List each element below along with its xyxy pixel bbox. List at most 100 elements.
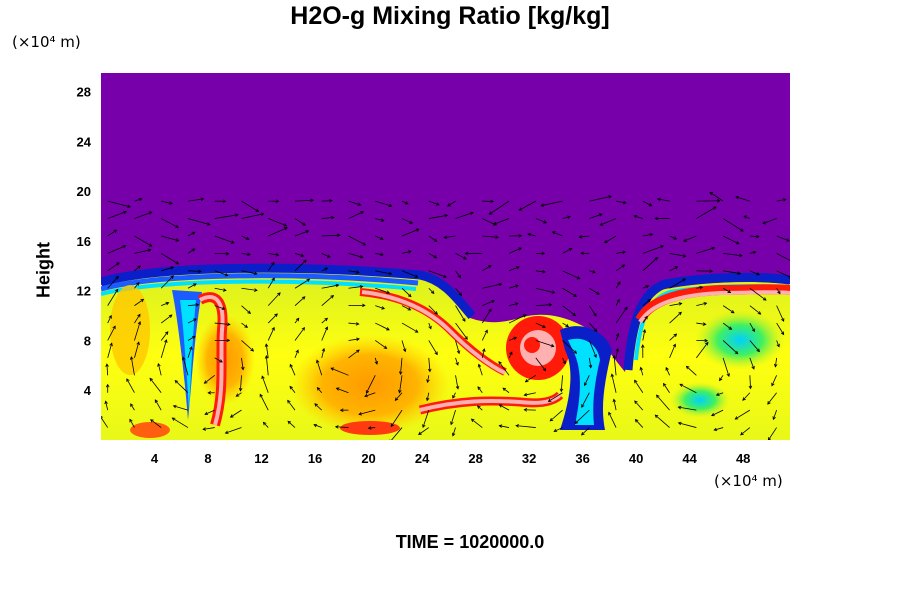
wind-arrow-head	[476, 405, 481, 409]
wind-arrow-head	[171, 417, 176, 421]
wind-arrow	[107, 315, 112, 324]
wind-arrow	[749, 270, 760, 276]
wind-arrow	[375, 305, 385, 310]
wind-arrow	[722, 218, 744, 232]
wind-arrow-head	[127, 204, 131, 208]
wind-arrow-head	[191, 248, 196, 252]
wind-arrow-head	[633, 214, 638, 219]
wind-arrow-head	[648, 203, 653, 207]
wind-arrow	[422, 410, 430, 428]
wind-arrow	[447, 200, 456, 207]
wind-arrow	[608, 412, 617, 428]
wind-arrow-head	[767, 437, 772, 440]
wind-arrow-head	[727, 289, 732, 293]
wind-arrow-head	[275, 199, 280, 203]
wind-arrow-head	[277, 292, 281, 296]
wind-arrow	[157, 363, 162, 376]
wind-arrow	[696, 286, 703, 289]
wind-arrow	[241, 252, 251, 256]
wind-arrow	[294, 253, 304, 257]
wind-arrow-head	[189, 346, 193, 350]
wind-arrow-head	[665, 366, 669, 371]
wind-arrow-head	[477, 386, 481, 390]
wind-arrow-head	[360, 211, 365, 215]
wind-arrow-head	[295, 349, 299, 354]
wind-arrow	[615, 348, 619, 358]
wind-arrow-head	[409, 220, 414, 224]
wind-arrow	[364, 392, 376, 397]
wind-arrow-head	[358, 412, 363, 416]
wind-arrow-head	[737, 271, 742, 275]
wind-arrow	[776, 253, 790, 261]
wind-arrow-head	[711, 412, 715, 417]
wind-arrow-head	[241, 366, 245, 371]
wind-arrow	[399, 375, 403, 393]
wind-arrow	[722, 322, 732, 330]
wind-arrow	[321, 295, 334, 306]
x-tick-label: 12	[254, 451, 268, 466]
wind-arrow	[294, 278, 310, 289]
wind-arrow	[455, 212, 474, 219]
wind-arrow	[107, 276, 119, 289]
wind-arrow-head	[493, 221, 497, 226]
wind-arrow	[589, 322, 598, 332]
wind-arrow	[107, 229, 117, 237]
wind-arrow	[588, 340, 597, 358]
wind-arrow	[236, 392, 242, 397]
wind-arrow-head	[407, 293, 412, 298]
wind-arrow	[740, 427, 751, 436]
wind-arrow-head	[137, 313, 141, 318]
y-tick-label: 20	[77, 184, 91, 199]
wind-arrow-head	[389, 439, 391, 440]
x-tick-label: 8	[204, 451, 211, 466]
wind-arrow	[172, 417, 189, 428]
wind-arrow-head	[572, 312, 577, 317]
wind-arrow	[616, 251, 626, 254]
wind-arrow	[375, 218, 384, 222]
wind-arrow	[493, 218, 510, 225]
wind-arrow	[642, 245, 664, 254]
x-tick-label: 48	[736, 451, 750, 466]
wind-arrow-head	[380, 218, 385, 222]
wind-arrow-head	[743, 215, 748, 219]
wind-arrow	[655, 414, 670, 428]
y-tick-label: 8	[84, 333, 91, 348]
wind-arrow	[669, 333, 677, 341]
wind-arrow	[696, 302, 707, 307]
wind-arrow	[776, 322, 785, 335]
wind-arrow	[455, 340, 460, 354]
wind-arrow	[401, 200, 409, 205]
wind-arrow-head	[271, 277, 275, 282]
wind-arrow	[187, 304, 199, 307]
wind-arrow-head	[581, 404, 585, 408]
wind-arrow-head	[709, 191, 714, 196]
wind-arrow	[428, 322, 432, 329]
wind-arrow-head	[326, 254, 331, 258]
wind-arrow	[368, 427, 376, 429]
wind-arrow-head	[672, 343, 677, 348]
wind-arrow	[267, 327, 275, 341]
wind-arrow	[508, 337, 517, 341]
wind-arrow	[204, 409, 215, 415]
wind-arrow	[482, 283, 502, 289]
wind-arrow-head	[477, 363, 482, 368]
wind-arrow-head	[204, 411, 209, 416]
wind-arrow	[452, 392, 456, 399]
wind-arrow	[560, 375, 563, 392]
wind-arrow	[265, 355, 269, 376]
wind-arrow	[241, 213, 264, 219]
y-axis-ticks: 4 8 12 16 20 24 28	[77, 85, 92, 399]
wind-arrow-head	[316, 387, 321, 391]
wind-arrow-head	[673, 236, 678, 240]
wind-arrow-head	[433, 255, 438, 259]
wind-arrow	[574, 409, 590, 424]
wind-arrow-head	[599, 222, 604, 226]
wind-arrow-head	[490, 199, 495, 204]
x-tick-label: 28	[468, 451, 482, 466]
left-dry-intrusion-cyan	[180, 300, 196, 410]
wind-arrow	[134, 321, 141, 341]
wind-arrow-head	[762, 297, 767, 301]
wind-arrow-head	[324, 317, 329, 322]
wind-arrow	[535, 304, 552, 307]
wind-arrow	[161, 266, 174, 272]
